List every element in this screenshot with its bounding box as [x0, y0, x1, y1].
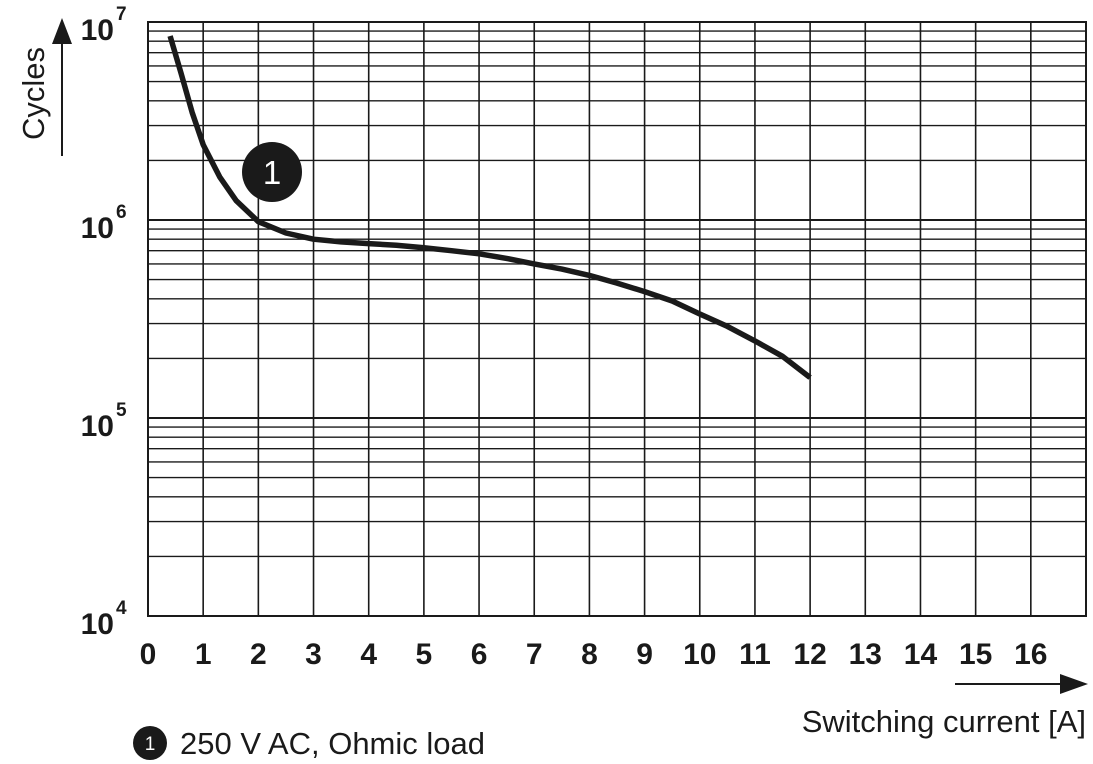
x-axis-ticks: 0 1 2 3 4 5 6 7 8 9 10 11 12 13 14 15 16	[140, 638, 1048, 671]
legend-marker-circle	[133, 726, 167, 760]
x-tick-label: 2	[250, 638, 267, 671]
series-layer	[167, 35, 812, 380]
x-axis-arrowhead	[1060, 674, 1088, 694]
legend-label: 250 V AC, Ohmic load	[180, 726, 485, 761]
x-axis-title-group: Switching current [A]	[802, 674, 1088, 739]
y-tick-exponent: 4	[116, 598, 127, 619]
x-tick-label: 16	[1014, 638, 1047, 671]
x-tick-label: 7	[526, 638, 543, 671]
x-tick-label: 1	[195, 638, 212, 671]
x-tick-label: 9	[636, 638, 653, 671]
y-tick-label: 10 7	[81, 4, 127, 47]
series-marker-label: 1	[263, 154, 281, 191]
y-tick-label: 10 5	[81, 400, 127, 443]
series-marker: 1	[242, 142, 302, 202]
y-tick-base: 10	[81, 608, 114, 641]
x-tick-label: 5	[416, 638, 433, 671]
x-tick-label: 13	[849, 638, 882, 671]
y-axis-title-group: Cycles	[16, 18, 72, 156]
y-tick-base: 10	[81, 212, 114, 245]
x-tick-label: 12	[793, 638, 826, 671]
y-tick-exponent: 6	[116, 202, 127, 223]
y-tick-exponent: 7	[116, 4, 127, 25]
x-tick-label: 14	[904, 638, 938, 671]
x-tick-label: 8	[581, 638, 598, 671]
y-axis-title: Cycles	[16, 47, 51, 140]
x-axis-title: Switching current [A]	[802, 704, 1086, 739]
y-tick-label: 10 4	[81, 598, 127, 641]
legend-marker-label: 1	[145, 734, 156, 755]
x-tick-label: 11	[739, 638, 771, 671]
y-axis-arrowhead	[52, 18, 72, 44]
x-tick-label: 0	[140, 638, 157, 671]
y-tick-base: 10	[81, 410, 114, 443]
y-tick-base: 10	[81, 14, 114, 47]
x-tick-label: 15	[959, 638, 992, 671]
x-tick-label: 4	[360, 638, 377, 671]
grid	[147, 21, 1087, 617]
x-tick-label: 3	[305, 638, 322, 671]
y-tick-label: 10 6	[81, 202, 127, 245]
plot-frame	[147, 21, 1087, 617]
x-tick-label: 10	[683, 638, 716, 671]
x-tick-label: 6	[471, 638, 488, 671]
series-marker-circle	[242, 142, 302, 202]
y-tick-exponent: 5	[116, 400, 127, 421]
legend: 1 250 V AC, Ohmic load	[133, 726, 485, 761]
series-line	[167, 35, 812, 380]
